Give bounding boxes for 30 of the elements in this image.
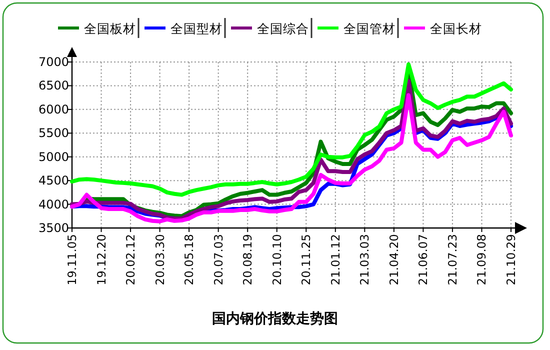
legend-label: 全国综合 <box>257 21 309 36</box>
x-tick-label: 21.07.23 <box>445 234 460 286</box>
text: 国内钢价指数走势图 <box>212 311 338 327</box>
legend-label: 全国长材 <box>430 21 482 36</box>
x-tick-label: 21.10.29 <box>504 234 518 286</box>
y-tick-label: 4000 <box>38 197 69 212</box>
y-tick-label: 3500 <box>38 221 69 235</box>
x-tick-label: 20.10.10 <box>270 234 284 286</box>
y-tick-label: 5500 <box>38 126 69 140</box>
x-tick-label: 20.08.19 <box>240 234 255 286</box>
x-tick-label: 20.03.30 <box>152 234 167 286</box>
y-tick-label: 7000 <box>38 55 69 69</box>
x-tick-label: 20.11.25 <box>299 234 314 286</box>
x-tick-label: 21.04.20 <box>386 234 401 286</box>
x-tick-label: 20.02.12 <box>124 234 138 286</box>
y-tick-label: 6000 <box>38 102 69 116</box>
x-tick-label: 19.12.20 <box>94 234 108 286</box>
legend-label: 全国型材 <box>170 21 222 36</box>
x-tick-label: 21.03.03 <box>358 234 372 286</box>
y-tick-label: 5000 <box>38 150 69 164</box>
legend-label: 全国管材 <box>344 21 396 36</box>
x-tick-label: 19.11.05 <box>65 234 79 286</box>
x-tick-label: 21.06.07 <box>416 234 430 286</box>
legend-label: 全国板材 <box>84 21 136 36</box>
y-tick-label: 4500 <box>38 174 69 188</box>
x-tick-label: 20.07.03 <box>211 234 226 286</box>
x-tick-label: 21.01.12 <box>328 234 342 286</box>
x-tick-label: 20.05.18 <box>182 234 196 286</box>
y-tick-label: 6500 <box>38 78 69 93</box>
x-tick-label: 21.09.08 <box>474 234 489 286</box>
